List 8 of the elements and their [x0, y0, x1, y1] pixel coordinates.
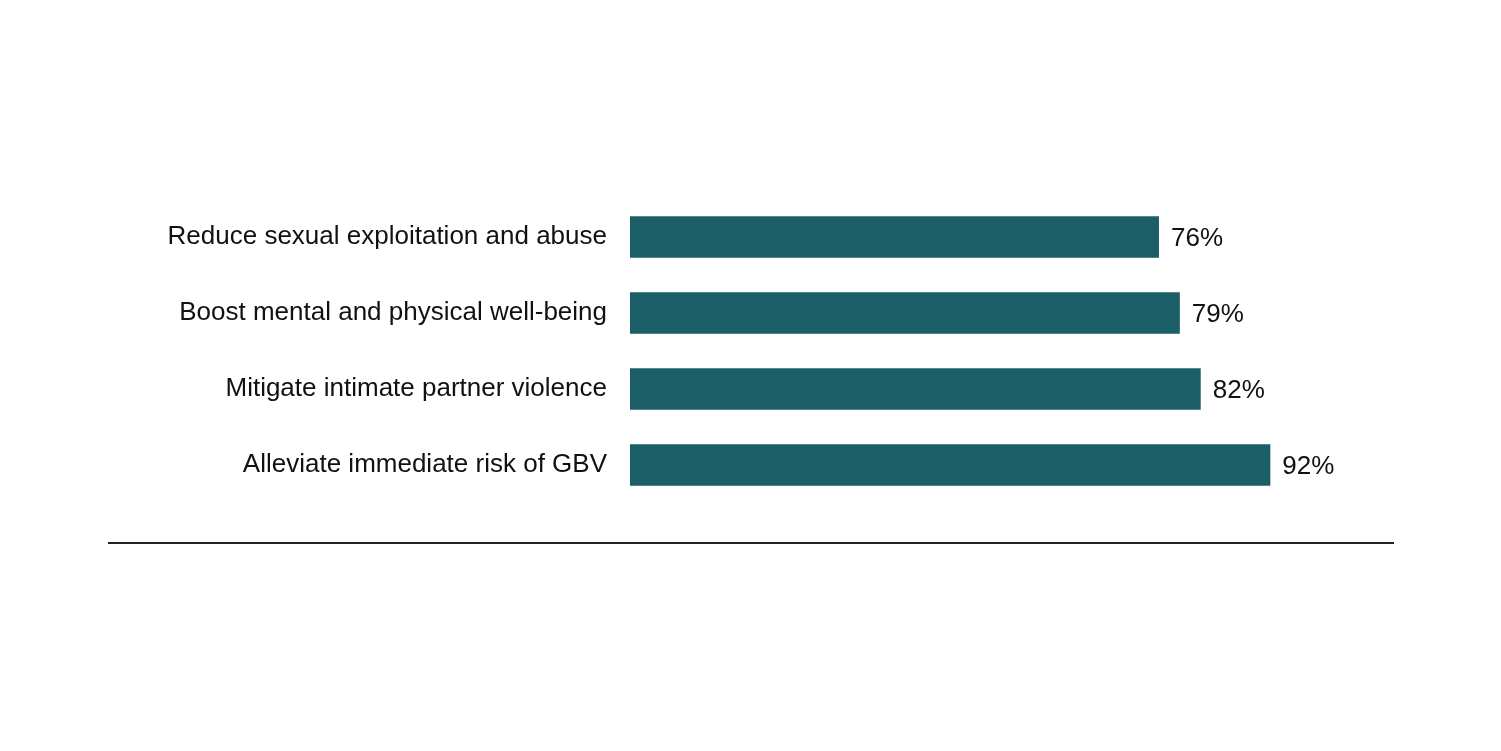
y-tick-label: Reduce sexual exploitation and abuse	[167, 220, 607, 251]
y-tick-label: Boost mental and physical well-being	[179, 296, 607, 327]
data-label: 92%	[1282, 450, 1335, 481]
data-label: 79%	[1191, 298, 1244, 329]
data-label: 76%	[1170, 222, 1224, 253]
y-tick-label: Alleviate immediate risk of GBV	[242, 448, 608, 479]
data-label: 82%	[1212, 374, 1265, 405]
y-tick-label: Mitigate intimate partner violence	[225, 372, 607, 403]
